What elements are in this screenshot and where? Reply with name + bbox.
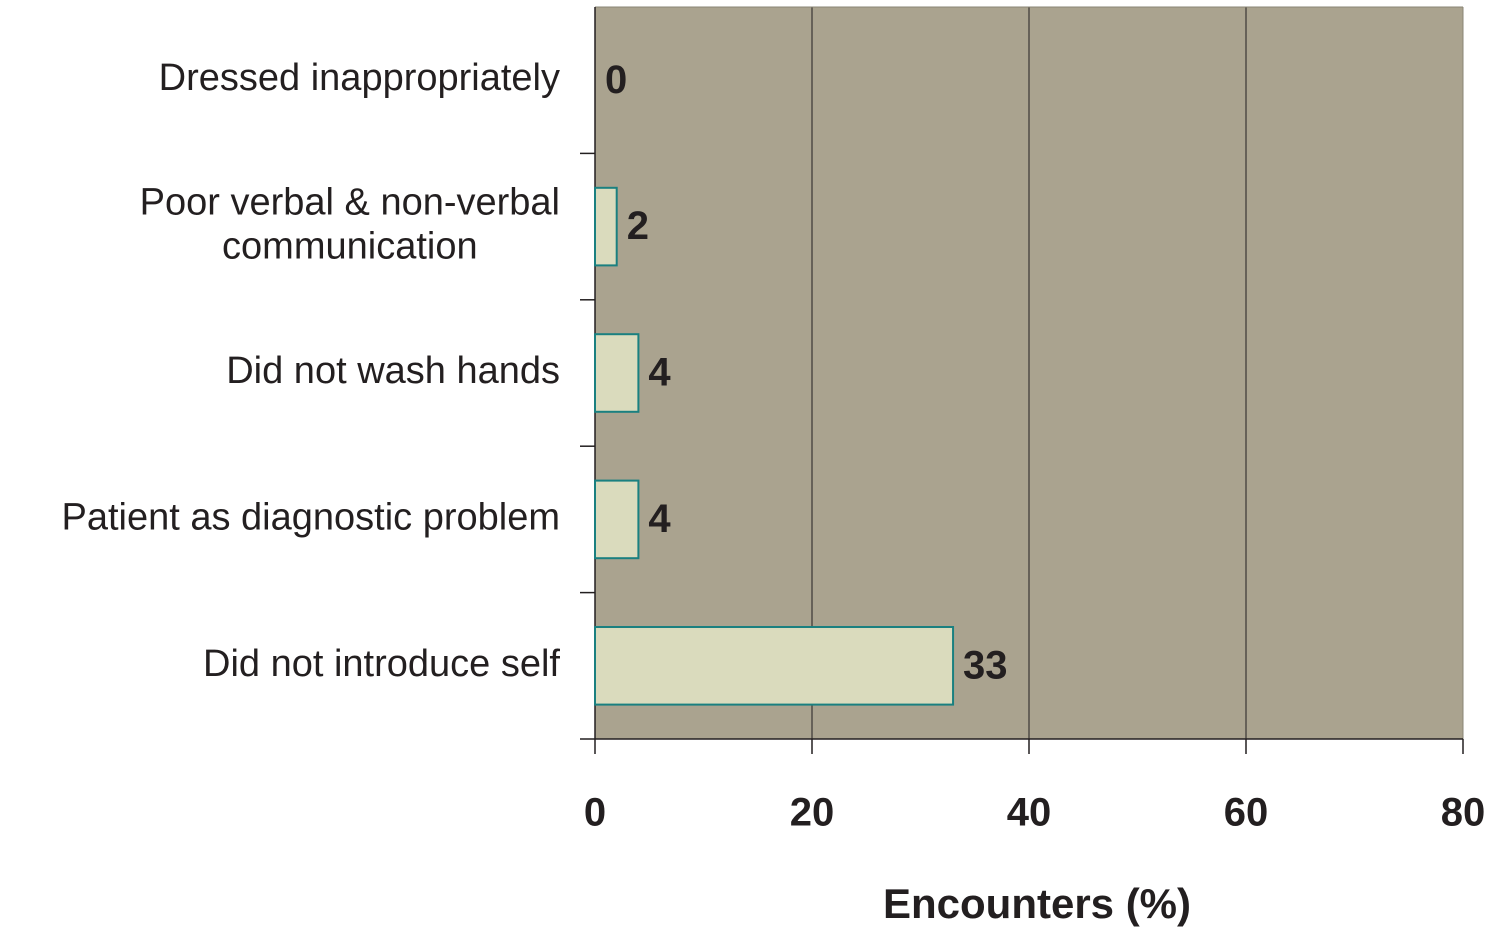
x-tick-label: 40	[1007, 791, 1052, 835]
x-tick-label: 0	[584, 791, 606, 835]
value-label: 4	[648, 351, 671, 395]
y-tick-label-line: communication	[222, 226, 478, 268]
y-tick-label: Did not wash hands	[226, 350, 560, 392]
y-tick-label: Did not introduce self	[203, 643, 560, 685]
value-label: 2	[627, 204, 649, 248]
value-label: 4	[648, 497, 671, 541]
y-tick-label-line: Poor verbal & non-verbal	[140, 182, 560, 224]
value-label: 33	[963, 643, 1008, 687]
bar	[594, 626, 955, 706]
bar	[594, 186, 618, 267]
bar	[594, 333, 640, 413]
x-tick-label: 20	[790, 791, 835, 835]
y-tick-label: Dressed inappropriately	[159, 57, 560, 99]
x-tick-label: 80	[1441, 791, 1486, 835]
y-tick-label: Poor verbal & non-verbal communication	[140, 182, 560, 268]
x-tick-label: 60	[1224, 791, 1269, 835]
bar	[594, 479, 640, 560]
y-tick-label: Patient as diagnostic problem	[61, 496, 560, 538]
x-axis-title: Encounters (%)	[883, 880, 1191, 927]
value-label: 0	[605, 58, 627, 102]
